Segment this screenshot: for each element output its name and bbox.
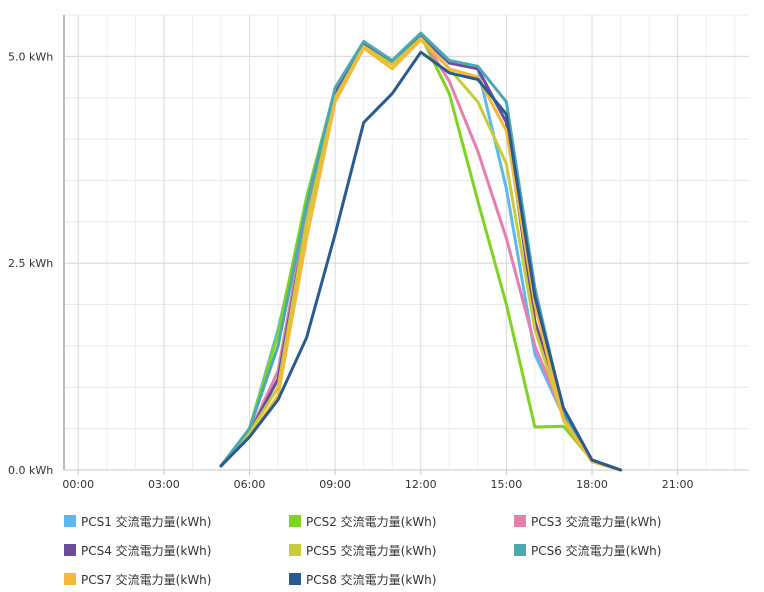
grid-major — [64, 15, 749, 470]
legend-label: PCS4 交流電力量(kWh) — [81, 543, 212, 558]
legend-item-pcs3[interactable]: PCS3 交流電力量(kWh) — [514, 512, 661, 530]
series-line-pcs5 — [219, 36, 623, 472]
x-tick-label: 15:00 — [491, 478, 523, 491]
legend-swatch — [289, 573, 301, 585]
legend-label: PCS2 交流電力量(kWh) — [306, 514, 437, 529]
legend-item-pcs6[interactable]: PCS6 交流電力量(kWh) — [514, 541, 661, 559]
series-line-pcs8 — [219, 50, 623, 472]
series-line-pcs7 — [219, 38, 623, 472]
x-tick-label: 21:00 — [662, 478, 694, 491]
y-tick-labels: 0.0 kWh 2.5 kWh 5.0 kWh — [8, 50, 53, 477]
legend-swatch — [514, 515, 526, 527]
y-tick-label: 5.0 kWh — [8, 50, 53, 63]
legend-label: PCS8 交流電力量(kWh) — [306, 572, 437, 587]
grid-minor — [64, 14, 749, 470]
x-tick-label: 03:00 — [148, 478, 180, 491]
legend-label: PCS6 交流電力量(kWh) — [531, 543, 662, 558]
legend-label: PCS3 交流電力量(kWh) — [531, 514, 662, 529]
y-tick-label: 2.5 kWh — [8, 257, 53, 270]
legend-label: PCS1 交流電力量(kWh) — [81, 514, 212, 529]
legend-swatch — [64, 573, 76, 585]
legend-item-pcs4[interactable]: PCS4 交流電力量(kWh) — [64, 541, 211, 559]
line-chart: 0.0 kWh 2.5 kWh 5.0 kWh 00:00 03:00 06:00 09:… — [8, 14, 749, 491]
y-tick-label: 0.0 kWh — [8, 464, 53, 477]
legend-item-pcs1[interactable]: PCS1 交流電力量(kWh) — [64, 512, 211, 530]
legend-swatch — [289, 544, 301, 556]
series-lines — [219, 31, 623, 472]
legend-swatch — [64, 544, 76, 556]
legend-item-pcs5[interactable]: PCS5 交流電力量(kWh) — [289, 541, 436, 559]
x-tick-label: 00:00 — [62, 478, 94, 491]
legend-swatch — [514, 544, 526, 556]
legend-item-pcs8[interactable]: PCS8 交流電力量(kWh) — [289, 570, 436, 588]
x-tick-label: 18:00 — [576, 478, 608, 491]
legend-item-pcs2[interactable]: PCS2 交流電力量(kWh) — [289, 512, 436, 530]
axes — [63, 15, 749, 475]
legend-item-pcs7[interactable]: PCS7 交流電力量(kWh) — [64, 570, 211, 588]
legend-swatch — [289, 515, 301, 527]
legend-swatch — [64, 515, 76, 527]
legend-label: PCS7 交流電力量(kWh) — [81, 572, 212, 587]
x-tick-label: 12:00 — [405, 478, 437, 491]
x-tick-label: 06:00 — [234, 478, 266, 491]
x-tick-labels: 00:00 03:00 06:00 09:00 12:00 15:00 18:00 21:00 — [62, 478, 693, 491]
legend-label: PCS5 交流電力量(kWh) — [306, 543, 437, 558]
x-tick-label: 09:00 — [319, 478, 351, 491]
